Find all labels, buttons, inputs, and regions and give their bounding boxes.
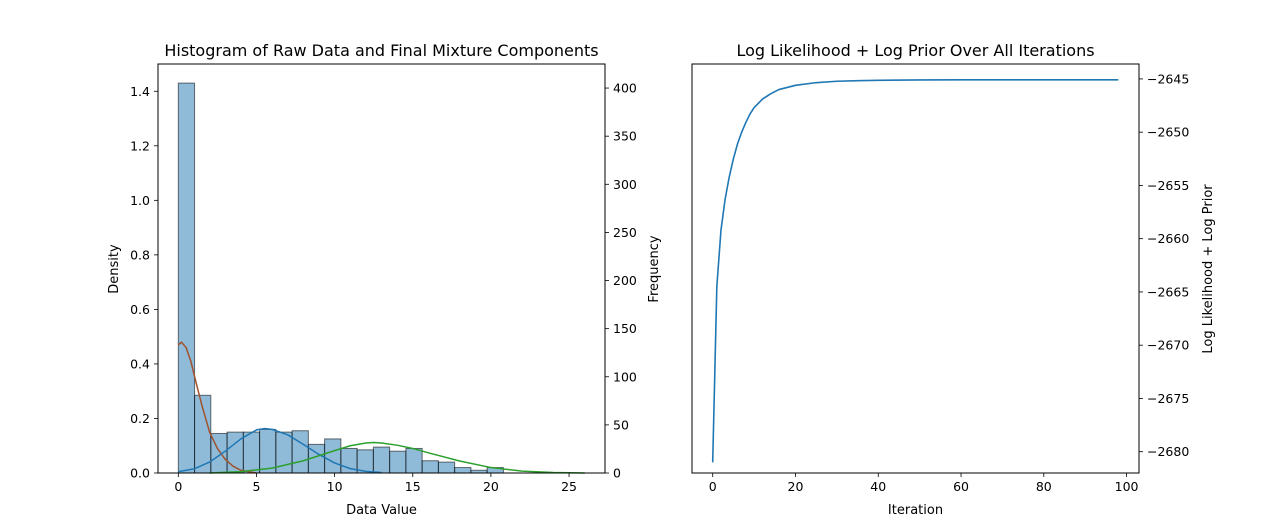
mixture-component-lines	[177, 341, 585, 474]
x-tick-label: 0	[709, 479, 717, 494]
y2-tick-label: 350	[613, 129, 637, 144]
y-tick-label: 1.2	[130, 138, 150, 153]
y-tick-label: −2670	[1147, 338, 1189, 353]
y2-tick-label: 150	[613, 321, 637, 336]
histogram-bar	[421, 460, 439, 474]
histogram-bar	[177, 82, 196, 474]
x-tick-label: 5	[252, 479, 260, 494]
log-likelihood-x-label: Iteration	[888, 503, 943, 518]
y-tick-label: −2665	[1147, 284, 1189, 299]
log-likelihood-plot-frame	[691, 63, 1140, 474]
y-tick-label: −2650	[1147, 125, 1189, 140]
log-likelihood-y-ticks: −2680 −2675 −2670 −2665 −2660 −2655 −2650 −2645	[1139, 71, 1189, 459]
y2-tick-label: 0	[613, 466, 621, 481]
x-tick-label: 25	[561, 479, 577, 494]
histogram-bar	[259, 428, 277, 474]
y2-tick-label: 250	[613, 225, 637, 240]
y-tick-label: 0.8	[130, 247, 150, 262]
histogram-title: Histogram of Raw Data and Final Mixture …	[164, 41, 598, 60]
y-tick-label: 0.0	[130, 466, 150, 481]
log-likelihood-x-ticks: 0 20 40 60 80 100	[709, 473, 1139, 494]
x-tick-label: 60	[953, 479, 969, 494]
histogram-bar	[454, 467, 472, 474]
histogram-bar	[372, 446, 391, 474]
histogram-bar	[389, 450, 407, 474]
log-likelihood-lines	[711, 78, 1119, 463]
x-tick-label: 10	[327, 479, 343, 494]
y-tick-label: 0.2	[130, 411, 150, 426]
y-tick-label: 1.0	[130, 193, 150, 208]
histogram-plot-frame	[157, 63, 606, 474]
x-tick-label: 20	[483, 479, 499, 494]
y2-tick-label: 100	[613, 369, 637, 384]
log-likelihood-y-label: Log Likelihood + Log Prior	[1201, 184, 1216, 354]
histogram-bars	[177, 82, 504, 474]
histogram-bar	[242, 431, 261, 474]
y2-tick-label: 200	[613, 273, 637, 288]
y-tick-label: −2680	[1147, 444, 1189, 459]
histogram-bar	[437, 461, 456, 474]
log-likelihood-line	[711, 78, 1119, 463]
x-tick-label: 80	[1036, 479, 1052, 494]
y-tick-label: 0.4	[130, 356, 150, 371]
x-tick-label: 0	[174, 479, 182, 494]
histogram-x-label: Data Value	[346, 503, 417, 518]
histogram-frequency-ticks: 0 50 100 150 200 250 300 350 400	[605, 81, 637, 481]
histogram-bar	[324, 438, 342, 474]
mixture-component-line-1	[177, 341, 257, 474]
x-tick-label: 40	[870, 479, 886, 494]
y2-tick-label: 50	[613, 417, 629, 432]
y-tick-label: −2660	[1147, 231, 1189, 246]
histogram-x-ticks: 0 5 10 15 20 25	[174, 473, 577, 494]
x-tick-label: 15	[405, 479, 421, 494]
histogram-density-label: Density	[107, 244, 122, 294]
mixture-component-line-2	[178, 427, 382, 474]
log-likelihood-chart: 0 20 40 60 80 100 −2680−2675−2670−2665−2660−2…	[691, 41, 1216, 518]
histogram-bar	[291, 430, 309, 474]
x-tick-label: 100	[1115, 479, 1139, 494]
y-tick-label: −2675	[1147, 391, 1189, 406]
y2-tick-label: 300	[613, 177, 637, 192]
log-likelihood-title: Log Likelihood + Log Prior Over All Iter…	[736, 41, 1094, 60]
y-tick-label: 1.4	[130, 84, 150, 99]
histogram-density-ticks: 0.0 0.2 0.4 0.6 0.8 1.0 1.2 1.4	[130, 84, 158, 481]
x-tick-label: 20	[788, 479, 804, 494]
histogram-frequency-label: Frequency	[647, 235, 662, 302]
y2-tick-label: 400	[613, 81, 637, 96]
y-tick-label: −2655	[1147, 178, 1189, 193]
histogram-chart: 0 5 10 15 20 25 0.0 0.2 0.4 0.6 0.8 1.0 1.2 1.4 0 50 1…	[107, 41, 662, 518]
y-tick-label: −2645	[1147, 71, 1189, 86]
mixture-component-line-3	[209, 441, 585, 474]
histogram-bar	[405, 447, 423, 474]
y-tick-label: 0.6	[130, 302, 150, 317]
